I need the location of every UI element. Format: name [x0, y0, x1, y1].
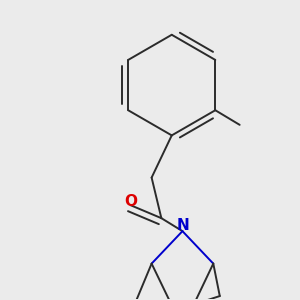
Text: O: O: [124, 194, 137, 209]
Text: N: N: [177, 218, 190, 233]
